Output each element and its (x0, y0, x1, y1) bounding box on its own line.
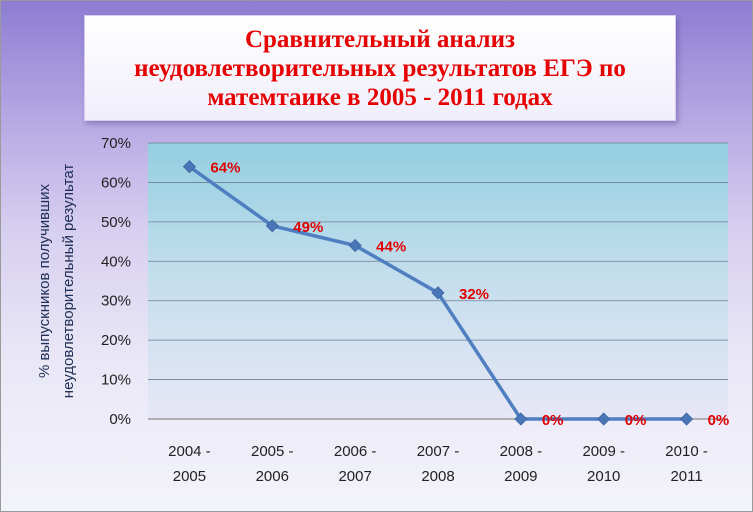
data-label: 32% (459, 286, 489, 303)
x-tick-line: 2006 (256, 468, 289, 485)
y-axis-title-line: неудовлетворительный результат (60, 164, 77, 399)
x-tick-label: 2008 - 2009 (500, 443, 543, 485)
plot-area (148, 143, 728, 419)
y-tick-label: 0% (109, 411, 131, 428)
series-markers (182, 160, 694, 426)
data-label: 44% (376, 239, 406, 256)
x-tick-line: 2011 (670, 468, 702, 485)
x-tick-line: 2008 (421, 468, 454, 485)
x-tick-label: 2009 - 2010 (582, 443, 625, 485)
x-tick-line: 2010 (587, 468, 620, 485)
x-tick-line: 2005 (173, 468, 206, 485)
data-point-marker (348, 238, 362, 253)
data-label: 0% (708, 412, 730, 429)
data-point-marker (514, 412, 528, 426)
chart-title: Сравнительный анализ неудовлетворительны… (134, 25, 626, 111)
data-point-marker (597, 412, 611, 426)
gridlines (148, 142, 728, 420)
x-tick-label: 2006 - 2007 (334, 443, 377, 485)
y-axis-title-line: % выпускников получивших (36, 183, 53, 378)
x-tick-line: 2005 - (251, 443, 294, 460)
y-tick-label: 10% (101, 372, 131, 389)
data-label: 0% (542, 412, 564, 429)
data-labels: 64% 49% 44% 32% 0% 0% 0% (210, 160, 729, 429)
x-tick-line: 2008 - (500, 443, 543, 460)
x-tick-label: 2004 - 2005 (168, 443, 211, 485)
y-tick-label: 70% (101, 135, 131, 152)
x-tick-line: 2009 - (582, 443, 625, 460)
x-tick-line: 2007 (338, 468, 371, 485)
title-box: Сравнительный анализ неудовлетворительны… (84, 15, 676, 121)
x-tick-line: 2006 - (334, 443, 377, 460)
x-tick-label: 2005 - 2006 (251, 443, 294, 485)
y-tick-label: 60% (101, 174, 131, 191)
x-axis-ticks: 2004 - 2005 2005 - 2006 2006 - 2007 2007 - 2008… (168, 443, 708, 485)
y-axis-title: % выпускников получивших неудовлетворител… (36, 164, 77, 399)
data-label: 64% (210, 160, 240, 177)
x-tick-label: 2010 - 2011 (665, 443, 708, 485)
data-point-marker (431, 286, 445, 300)
data-label: 49% (293, 219, 323, 236)
x-tick-label: 2007 - 2008 (417, 443, 460, 485)
y-tick-label: 20% (101, 332, 131, 349)
y-axis-label: % выпускников получивших неудовлетворител… (36, 164, 77, 399)
data-point-marker (265, 219, 279, 233)
x-tick-line: 2007 - (417, 443, 460, 460)
x-tick-line: 2010 - (665, 443, 708, 460)
data-point-marker (182, 160, 196, 174)
x-tick-line: 2004 - (168, 443, 211, 460)
y-tick-label: 30% (101, 293, 131, 310)
data-label: 0% (625, 412, 647, 429)
y-tick-label: 40% (101, 253, 131, 270)
y-tick-label: 50% (101, 214, 131, 231)
data-point-marker (680, 412, 694, 426)
y-axis-ticks: 0% 10% 20% 30% 40% 50% 60% 70% (101, 135, 131, 428)
x-tick-line: 2009 (504, 468, 537, 485)
